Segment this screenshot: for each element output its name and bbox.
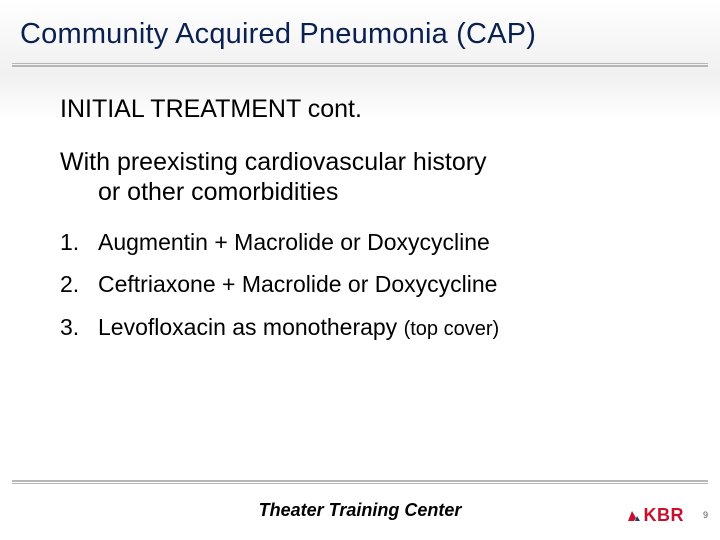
slide-title: Community Acquired Pneumonia (CAP) <box>20 18 700 51</box>
content-area: INITIAL TREATMENT cont. With preexisting… <box>0 67 720 341</box>
logo-text: KBR <box>644 505 685 526</box>
subheading: INITIAL TREATMENT cont. <box>60 95 672 124</box>
footer: Theater Training Center KBR 9 <box>0 480 720 540</box>
logo-mark-icon <box>627 509 641 523</box>
page-number: 9 <box>703 510 708 520</box>
slide: Community Acquired Pneumonia (CAP) INITI… <box>0 0 720 540</box>
list-item-note: (top cover) <box>404 318 500 340</box>
list-item-text: Ceftriaxone + Macrolide or Doxycycline <box>98 271 497 297</box>
title-divider <box>12 63 708 67</box>
list-item: Levofloxacin as monotherapy (top cover) <box>60 314 672 341</box>
list-item-text: Augmentin + Macrolide or Doxycycline <box>98 229 490 255</box>
footer-divider <box>12 480 708 483</box>
kbr-logo: KBR <box>627 505 685 526</box>
title-block: Community Acquired Pneumonia (CAP) <box>0 0 720 57</box>
intro-line-1: With preexisting cardiovascular history <box>60 148 487 176</box>
list-item: Augmentin + Macrolide or Doxycycline <box>60 229 672 255</box>
treatment-list: Augmentin + Macrolide or Doxycycline Cef… <box>60 229 672 341</box>
list-item-text: Levofloxacin as monotherapy <box>98 314 404 340</box>
intro-line-2: or other comorbidities <box>60 178 672 208</box>
intro-text: With preexisting cardiovascular history … <box>60 148 672 207</box>
footer-text: Theater Training Center <box>0 500 720 521</box>
list-item: Ceftriaxone + Macrolide or Doxycycline <box>60 271 672 297</box>
